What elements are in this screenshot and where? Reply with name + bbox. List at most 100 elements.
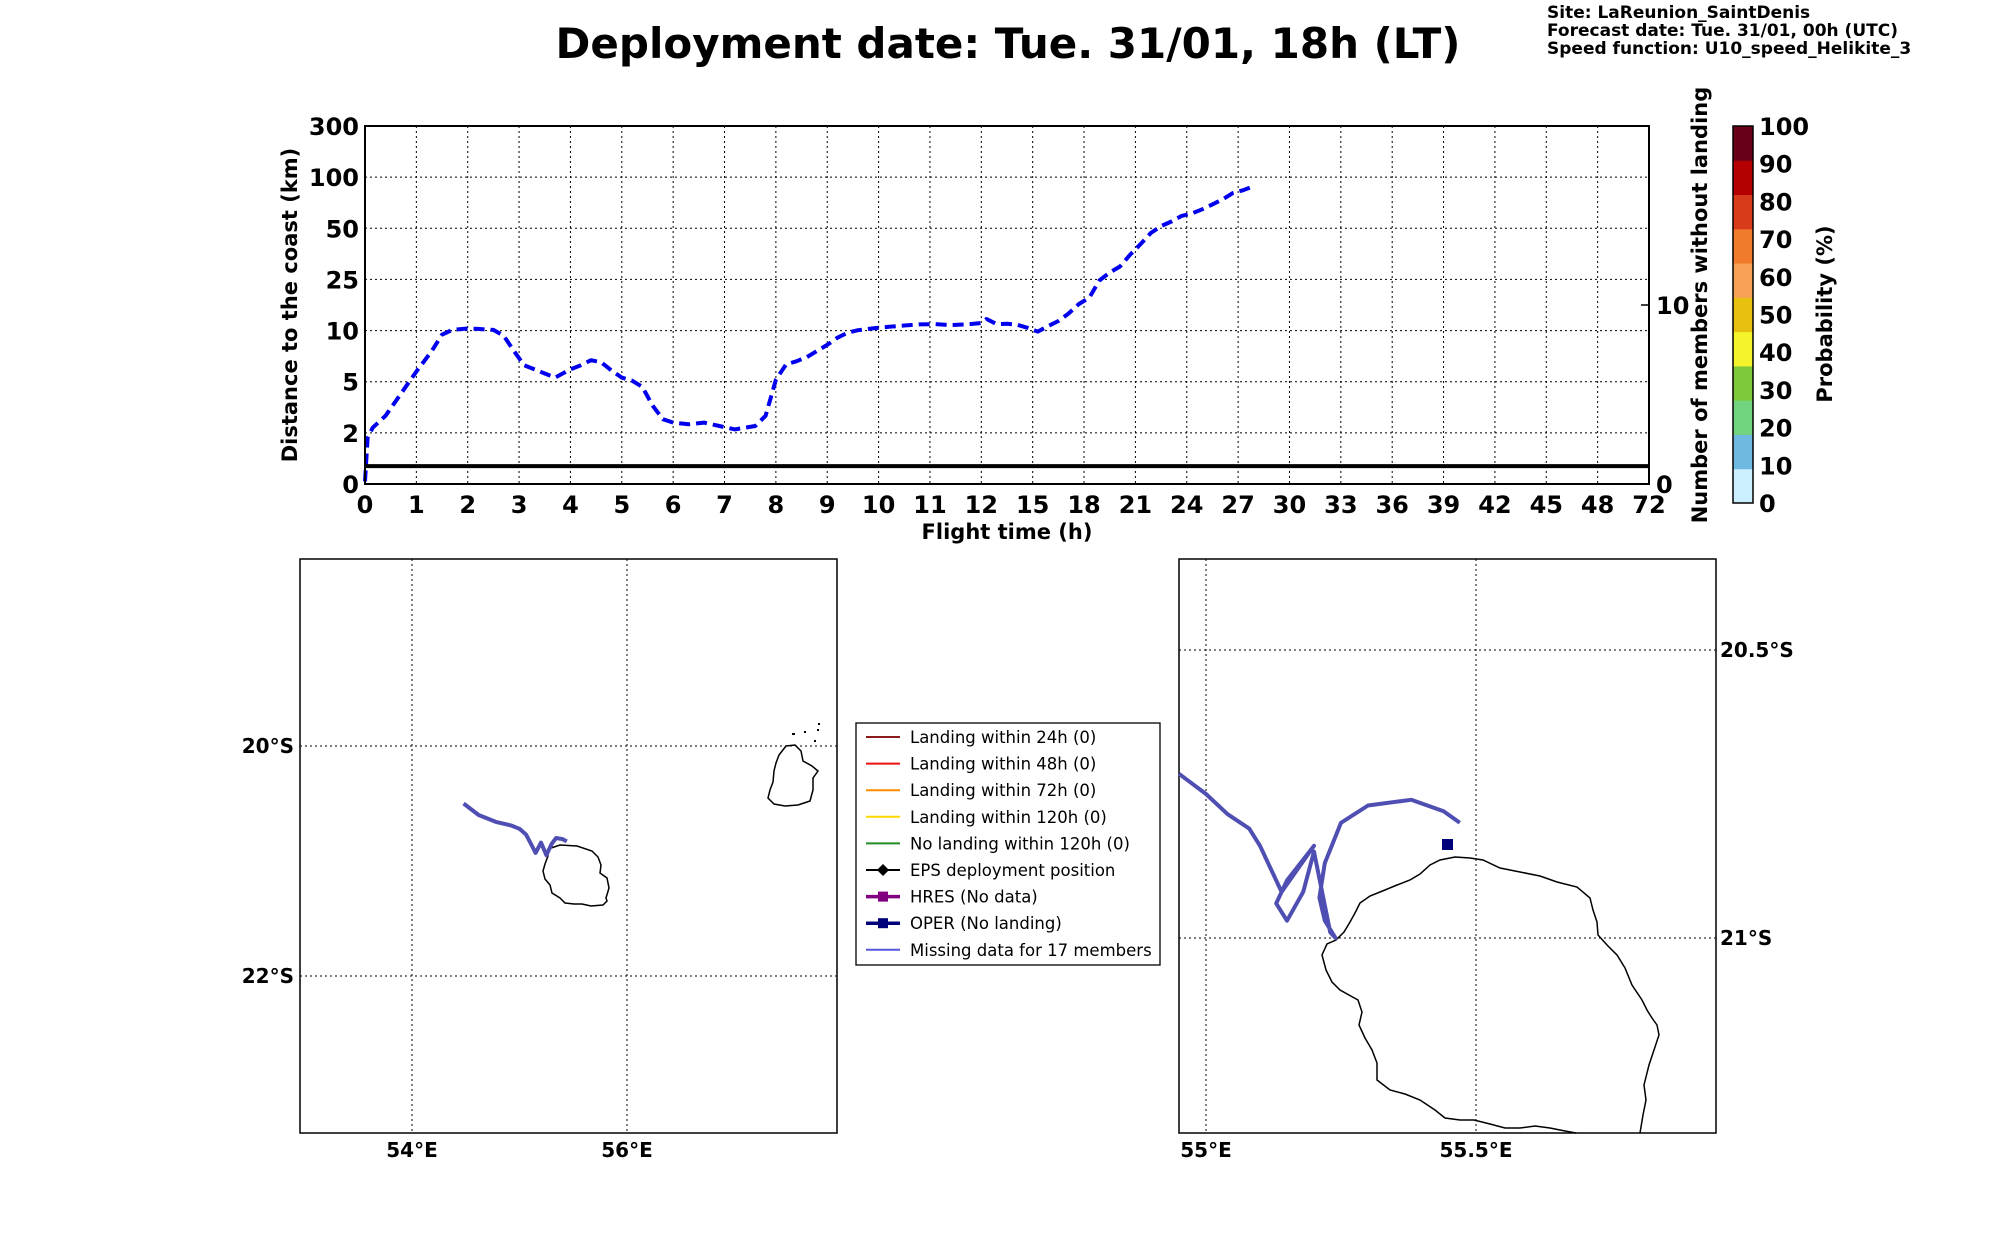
legend-item: OPER (No landing): [866, 914, 1062, 933]
x-tick-label: 9: [819, 491, 836, 519]
y-tick-label: 5: [342, 369, 359, 397]
distance-chart-right-ticks: 0 10: [1641, 292, 1689, 499]
colorbar-tick-label: 80: [1759, 188, 1792, 216]
legend-label: Missing data for 17 members: [910, 941, 1152, 960]
distance-chart-grid: [365, 126, 1649, 484]
right-axis-label: Number of members without landing: [1688, 87, 1712, 524]
legend: Landing within 24h (0) Landing within 48h…: [855, 722, 1161, 966]
x-tick-label: 11: [913, 491, 946, 519]
legend-label: Landing within 48h (0): [910, 755, 1096, 774]
distance-series-line: [363, 184, 1255, 482]
colorbar-tick-label: 70: [1759, 226, 1792, 254]
colorbar-tick-label: 20: [1759, 415, 1792, 443]
local-map-y-tick: 21°S: [1720, 926, 1772, 950]
legend-label: No landing within 120h (0): [910, 834, 1130, 853]
regional-map-y-tick: 22°S: [242, 964, 294, 988]
right-tick-label: 0: [1656, 471, 1673, 499]
x-tick-label: 39: [1427, 491, 1460, 519]
small-islets: [792, 723, 820, 742]
x-tick-label: 42: [1478, 491, 1511, 519]
colorbar-cell: [1733, 365, 1753, 401]
x-tick-label: 6: [665, 491, 682, 519]
x-tick-label: 5: [613, 491, 630, 519]
x-tick-label: 18: [1067, 491, 1100, 519]
y-tick-label: 50: [326, 215, 359, 243]
x-tick-label: 10: [862, 491, 895, 519]
distance-chart-x-ticks: 0 1 2 3 4 5 6 7 8 9 10 11 12 15 18 21 24 27 30 33 36 39 42 45 48…: [357, 491, 1666, 519]
colorbar-cell: [1733, 297, 1753, 333]
colorbar-cell: [1733, 228, 1753, 264]
legend-item: HRES (No data): [866, 888, 1038, 907]
colorbar-tick-label: 40: [1759, 339, 1792, 367]
legend-label: Landing within 72h (0): [910, 781, 1096, 800]
x-tick-label: 3: [511, 491, 528, 519]
y-tick-label: 25: [326, 266, 359, 294]
legend-label: Landing within 120h (0): [910, 808, 1107, 827]
x-tick-label: 12: [965, 491, 998, 519]
x-tick-label: 1: [408, 491, 425, 519]
distance-chart-frame: [364, 125, 1650, 485]
probability-colorbar: 0 10 20 30 40 50 60 70 80 90 100 Probability (%): [1732, 113, 1837, 518]
colorbar-cell: [1733, 400, 1753, 435]
colorbar-cell: [1733, 434, 1753, 470]
y-tick-label: 100: [309, 164, 359, 192]
x-tick-label: 36: [1375, 491, 1408, 519]
x-axis-label: Flight time (h): [922, 520, 1093, 544]
legend-label: EPS deployment position: [910, 861, 1115, 880]
regional-map-grid: [300, 559, 837, 1133]
x-tick-label: 30: [1273, 491, 1306, 519]
colorbar-cell: [1733, 468, 1753, 504]
y-axis-label: Distance to the coast (km): [278, 148, 302, 463]
legend-diamond-marker: [877, 864, 889, 876]
colorbar-tick-label: 30: [1759, 377, 1792, 405]
local-map-x-tick: 55.5°E: [1439, 1138, 1512, 1162]
y-tick-label: 300: [309, 113, 359, 141]
x-tick-label: 8: [768, 491, 785, 519]
legend-label: OPER (No landing): [910, 914, 1062, 933]
x-tick-label: 33: [1324, 491, 1357, 519]
distance-chart: 0 1 2 3 4 5 6 7 8 9 10 11 12 15 18 21 24 27 30 33 36 39 42 45 48…: [278, 87, 1712, 544]
regional-map-x-tick: 56°E: [601, 1138, 653, 1162]
y-tick-label: 0: [342, 471, 359, 499]
x-tick-label: 45: [1530, 491, 1563, 519]
colorbar-tick-label: 90: [1759, 151, 1792, 179]
x-tick-label: 48: [1581, 491, 1614, 519]
right-tick-label: 10: [1656, 292, 1689, 320]
legend-item: Landing within 48h (0): [866, 755, 1096, 774]
y-tick-label: 10: [326, 318, 359, 346]
legend-item: EPS deployment position: [866, 861, 1115, 880]
colorbar-tick-label: 10: [1759, 452, 1792, 480]
colorbar-tick-label: 60: [1759, 264, 1792, 292]
legend-label: Landing within 24h (0): [910, 728, 1096, 747]
regional-map-x-tick: 54°E: [386, 1138, 438, 1162]
regional-map-y-tick: 20°S: [242, 734, 294, 758]
local-map: 55°E 55.5°E 20.5°S 21°S: [1177, 558, 1794, 1162]
legend-item: Missing data for 17 members: [866, 941, 1152, 960]
colorbar-cell: [1733, 126, 1753, 161]
legend-item: Landing within 120h (0): [866, 808, 1107, 827]
x-tick-label: 72: [1632, 491, 1665, 519]
x-tick-label: 27: [1221, 491, 1254, 519]
legend-item: Landing within 24h (0): [866, 728, 1096, 747]
regional-map: 54°E 56°E 20°S 22°S: [242, 558, 838, 1162]
local-trajectory: [1177, 772, 1461, 940]
colorbar-cell: [1733, 263, 1753, 298]
local-map-x-tick: 55°E: [1180, 1138, 1232, 1162]
y-tick-label: 2: [342, 420, 359, 448]
reunion-island: [542, 844, 610, 907]
legend-item: No landing within 120h (0): [866, 834, 1130, 853]
colorbar-cell: [1733, 194, 1753, 230]
colorbar-cell: [1733, 160, 1753, 196]
legend-square-marker: [878, 918, 888, 929]
x-tick-label: 24: [1170, 491, 1203, 519]
oper-deployment-marker: [1442, 839, 1453, 850]
colorbar-tick-label: 50: [1759, 302, 1792, 330]
x-tick-label: 2: [459, 491, 476, 519]
x-tick-label: 15: [1016, 491, 1049, 519]
x-tick-label: 0: [357, 491, 374, 519]
figure-title: Deployment date: Tue. 31/01, 18h (LT): [556, 19, 1461, 68]
legend-square-marker: [878, 891, 888, 902]
speed-function-label: Speed function: U10_speed_Helikite_3: [1547, 39, 1911, 59]
colorbar-label: Probability (%): [1813, 225, 1837, 402]
